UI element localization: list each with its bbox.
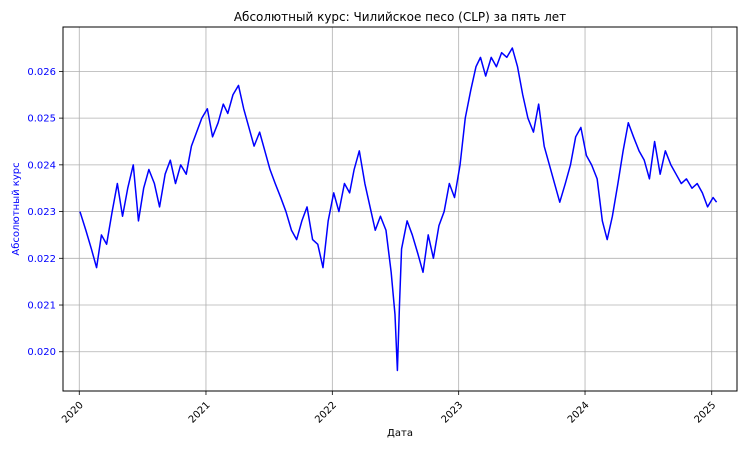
plot-area-frame — [62, 26, 738, 392]
y-tick-label: 0.020 — [27, 347, 56, 358]
series-line-clp — [79, 47, 718, 372]
y-tick-label: 0.025 — [27, 114, 56, 125]
y-tick-label: 0.023 — [27, 207, 56, 218]
y-tick-label: 0.024 — [27, 160, 56, 171]
y-tick-label: 0.022 — [27, 254, 56, 265]
y-axis: 0.020 0.021 0.022 0.023 0.024 0.025 0.026 — [27, 67, 63, 358]
x-axis-label: Дата — [387, 428, 413, 439]
gridlines — [63, 27, 737, 391]
y-axis-label: Абсолютный курс — [11, 162, 22, 255]
chart-title: Абсолютный курс: Чилийское песо (CLP) за… — [234, 10, 566, 24]
y-tick-label: 0.021 — [27, 301, 56, 312]
y-tick-label: 0.026 — [27, 67, 56, 78]
